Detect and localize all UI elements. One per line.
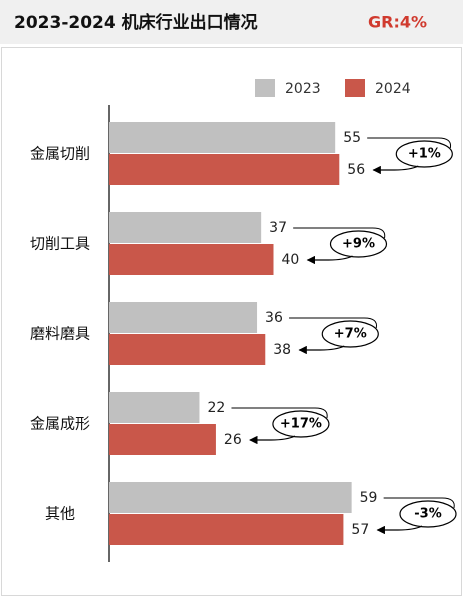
y-tick-label: 金属成形 xyxy=(30,415,90,433)
annotation-label: +17% xyxy=(280,417,322,432)
annotation-arrow xyxy=(298,345,345,355)
bar xyxy=(109,334,266,365)
annotation-label: +9% xyxy=(342,237,375,252)
value-label: 55 xyxy=(343,130,361,146)
annotation-connector xyxy=(293,227,386,239)
value-label: 57 xyxy=(351,522,369,538)
bar xyxy=(109,302,258,333)
bar xyxy=(109,122,336,153)
annotation-ellipse xyxy=(272,410,330,438)
bar xyxy=(109,212,262,243)
annotation-connector xyxy=(383,497,455,509)
annotation-ellipse xyxy=(395,140,453,168)
annotation-arrow xyxy=(372,165,419,175)
annotation-connector xyxy=(367,137,452,149)
value-label: 26 xyxy=(224,432,242,448)
annotation-arrow xyxy=(306,255,353,265)
value-label: 37 xyxy=(269,220,287,236)
legend-label: 2023 xyxy=(285,81,321,97)
annotation-arrow xyxy=(249,435,296,445)
annotation-label: +7% xyxy=(334,327,367,342)
y-tick-label: 其他 xyxy=(45,505,75,523)
value-label: 38 xyxy=(273,342,291,358)
bar xyxy=(109,392,200,423)
annotation-ellipse xyxy=(329,230,388,258)
value-label: 40 xyxy=(282,252,300,268)
value-label: 56 xyxy=(347,162,365,178)
annotation-label: +1% xyxy=(408,147,441,162)
annotation-connector xyxy=(231,407,328,419)
value-label: 36 xyxy=(265,310,283,326)
bar xyxy=(109,482,352,513)
annotation-ellipse xyxy=(399,500,457,528)
value-label: 59 xyxy=(360,490,378,506)
annotation-arrow xyxy=(376,525,423,535)
annotation-connector xyxy=(289,317,378,329)
chart-subtitle: GR:4% xyxy=(368,13,427,32)
annotation-label: -3% xyxy=(414,507,441,522)
y-tick-label: 金属切削 xyxy=(30,145,90,163)
legend-label: 2024 xyxy=(375,81,411,97)
annotation-ellipse xyxy=(321,320,379,348)
bar xyxy=(109,244,274,275)
legend-swatch xyxy=(345,79,365,97)
legend-swatch xyxy=(255,79,275,97)
value-label: 22 xyxy=(207,400,225,416)
title-bar xyxy=(0,0,463,44)
chart-title: 2023-2024 机床行业出口情况 xyxy=(14,12,258,33)
y-tick-label: 磨料磨具 xyxy=(30,325,90,343)
bar xyxy=(109,514,344,545)
bar xyxy=(109,154,340,185)
y-tick-label: 切削工具 xyxy=(30,235,90,253)
bar xyxy=(109,424,216,455)
